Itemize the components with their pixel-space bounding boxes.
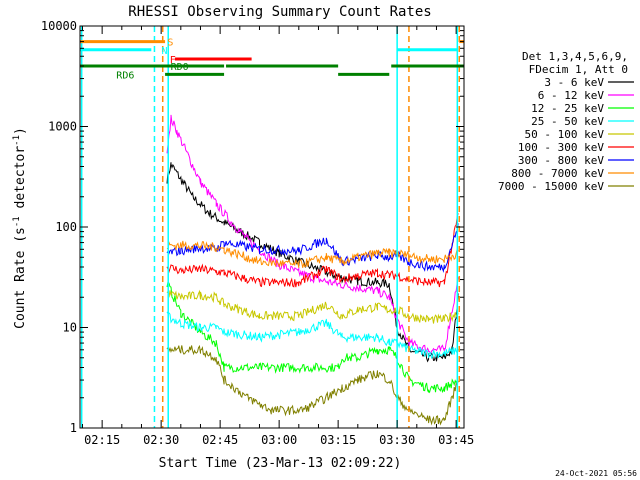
x-tick-label-2: 02:45 [202,433,238,447]
legend-header-1: FDecim 1, Att 0 [529,63,628,76]
y-axis-label: Count Rate (s-1 detector-1) [12,127,28,329]
series-line-1 [166,114,459,355]
x-tick-label-3: 03:00 [261,433,297,447]
flag-label-rd6: RD6 [116,70,134,81]
flag-label-f: F [170,55,176,66]
timestamp: 24-Oct-2021 05:56 [555,469,637,478]
legend-entry-4: 50 - 100 keV [525,128,605,141]
axes: 02:15 02:30 02:45 03:00 03:15 03:30 03:45 1 10 10… [41,19,474,447]
y-tick-label-3: 1000 [48,120,77,134]
flag-label-s: S [167,38,173,49]
y-tick-label-4: 10000 [41,19,77,33]
legend-entry-0: 3 - 6 keV [544,76,604,89]
y-tick-label-2: 100 [55,220,77,234]
x-tick-label-1: 02:30 [143,433,179,447]
chart-title: RHESSI Observing Summary Count Rates [128,4,431,20]
legend-entry-3: 25 - 50 keV [531,115,604,128]
y-tick-label-1: 10 [63,321,77,335]
legend-entry-8: 7000 - 15000 keV [498,180,604,193]
y-tick-label-0: 1 [70,421,77,435]
x-tick-label-6: 03:45 [438,433,474,447]
legend-entry-5: 100 - 300 keV [518,141,604,154]
legend-entry-1: 6 - 12 keV [538,89,605,102]
series-layer [166,114,459,426]
legend: Det 1,3,4,5,6,9,FDecim 1, Att 03 - 6 keV… [498,50,634,193]
flag-label-rd0: RD0 [171,62,189,73]
x-axis-label: Start Time (23-Mar-13 02:09:22) [159,456,402,471]
legend-entry-6: 300 - 800 keV [518,154,604,167]
legend-entry-2: 12 - 25 keV [531,102,604,115]
flag-label-n: N [162,46,168,57]
x-tick-label-4: 03:15 [320,433,356,447]
legend-entry-7: 800 - 7000 keV [511,167,604,180]
x-tick-label-0: 02:15 [84,433,120,447]
x-tick-label-5: 03:30 [379,433,415,447]
legend-header-0: Det 1,3,4,5,6,9, [522,50,628,63]
